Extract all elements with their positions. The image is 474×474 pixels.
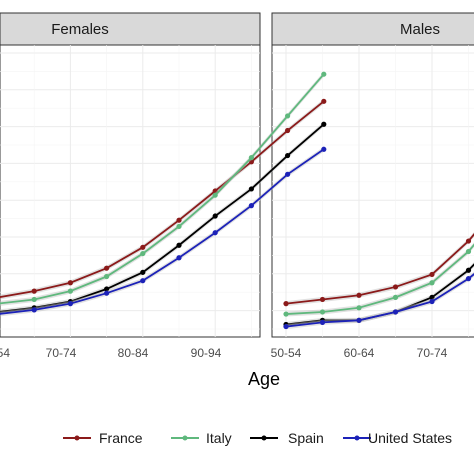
x-tick-label: 90-94	[191, 346, 222, 360]
panel-males	[271, 44, 474, 338]
data-point-france	[392, 284, 399, 290]
data-point-united-states	[392, 309, 399, 315]
data-point-italy	[248, 155, 254, 161]
data-point-italy	[67, 288, 73, 294]
data-point-italy	[429, 280, 435, 286]
data-point-united-states	[319, 319, 326, 325]
legend-key-italy-point	[182, 435, 188, 441]
legend-label-spain: Spain	[288, 430, 324, 446]
data-point-united-states	[140, 278, 146, 284]
data-point-italy	[356, 305, 362, 311]
legend-label-italy: Italy	[206, 430, 232, 446]
data-point-spain	[465, 267, 472, 273]
data-point-united-states	[356, 317, 362, 323]
data-point-united-states	[285, 171, 291, 177]
data-point-france	[212, 188, 218, 194]
data-point-united-states	[429, 298, 435, 305]
legend-key-united-states-point	[354, 435, 360, 441]
x-tick-label: 50-54	[271, 346, 302, 360]
data-point-france	[356, 292, 362, 298]
x-tick-label: 0-54	[0, 346, 10, 360]
x-tick-label: 70-74	[417, 346, 448, 360]
x-tick-label: 60-64	[344, 346, 375, 360]
data-point-united-states	[465, 276, 472, 282]
data-point-france	[176, 217, 182, 223]
data-point-italy	[283, 311, 289, 317]
x-axis-title: Age	[248, 369, 280, 389]
data-point-france	[283, 301, 289, 307]
data-point-spain	[285, 152, 291, 159]
data-point-italy	[140, 250, 146, 257]
data-point-spain	[429, 294, 435, 300]
legend-key-spain-point	[261, 435, 267, 441]
series-line-italy	[0, 73, 325, 305]
data-point-italy	[31, 296, 37, 303]
data-point-france	[31, 288, 37, 294]
strip-label-females: Females	[51, 21, 109, 38]
data-point-italy	[285, 113, 291, 119]
data-point-spain	[176, 242, 182, 248]
x-tick-label: 70-74	[46, 346, 77, 360]
data-point-united-states	[283, 323, 289, 330]
legend-label-united-states: United States	[368, 430, 452, 446]
data-point-france	[248, 159, 254, 165]
data-point-italy	[104, 273, 110, 280]
data-point-spain	[212, 213, 218, 219]
data-point-spain	[248, 186, 254, 192]
x-tick-label: 80-84	[118, 346, 149, 360]
data-point-france	[140, 244, 146, 250]
data-point-france	[429, 271, 435, 278]
data-point-france	[465, 238, 472, 244]
strip-label-males: Males	[400, 21, 440, 38]
series-line-spain	[0, 123, 325, 313]
legend-label-france: France	[99, 430, 143, 446]
data-point-italy	[176, 223, 182, 230]
data-point-italy	[0, 301, 1, 306]
data-point-france	[321, 98, 327, 104]
data-point-italy	[212, 192, 218, 198]
strip-females	[0, 12, 261, 46]
series-line-france	[0, 100, 325, 298]
data-point-italy	[392, 294, 399, 300]
data-point-italy	[319, 309, 326, 315]
data-point-united-states	[104, 290, 110, 296]
data-point-france	[0, 295, 1, 300]
legend-key-france-point	[74, 435, 80, 441]
data-point-france	[67, 280, 73, 286]
data-point-france	[104, 265, 110, 271]
data-point-italy	[321, 71, 327, 77]
data-point-spain	[104, 286, 110, 292]
data-point-united-states	[31, 307, 37, 313]
series-line-united-states	[0, 148, 325, 315]
data-point-spain	[321, 121, 327, 127]
data-point-united-states	[176, 255, 182, 261]
data-point-spain	[140, 269, 146, 275]
data-point-united-states	[0, 312, 1, 316]
legend: France Italy Spain United States	[63, 430, 452, 446]
data-point-united-states	[248, 203, 254, 209]
data-point-united-states	[321, 146, 327, 152]
data-point-united-states	[212, 230, 218, 236]
data-point-united-states	[67, 301, 73, 307]
strip-males	[271, 12, 474, 46]
ci-band-united-states	[286, 271, 474, 330]
data-point-france	[285, 127, 291, 134]
data-point-france	[319, 296, 326, 303]
data-point-italy	[465, 248, 472, 255]
